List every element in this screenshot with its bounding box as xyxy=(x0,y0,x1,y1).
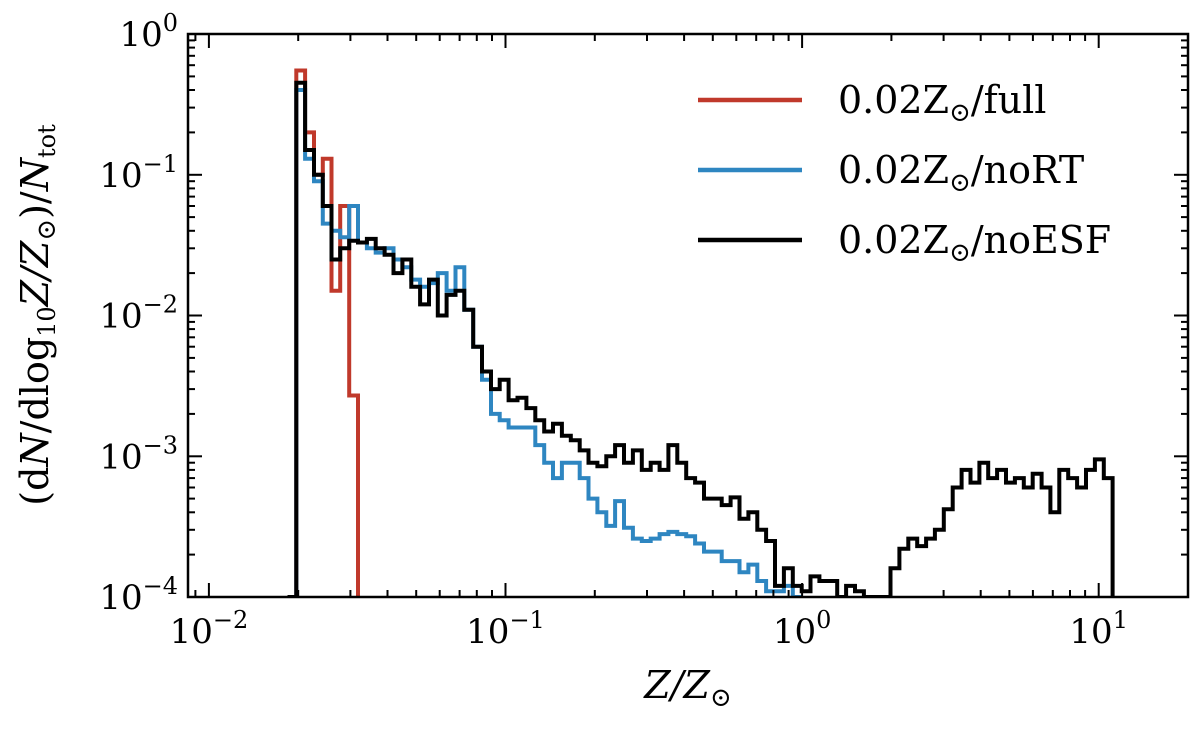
tick-label-layer: 10−2 10−1 100 101 10−4 10−3 10−2 10−1 100 xyxy=(99,9,1128,652)
series-line-2 xyxy=(287,80,1115,597)
legend: 0.02Z⊙/full 0.02Z⊙/noRT 0.02Z⊙/noESF xyxy=(698,78,1111,268)
y-tick-label: 10−4 xyxy=(99,572,178,618)
y-tick-label: 10−1 xyxy=(99,150,178,196)
x-axis-label-main: Z/Z xyxy=(643,663,710,707)
x-axis-label-sub: ⊙ xyxy=(710,683,732,713)
x-tick-label: 10−2 xyxy=(170,606,249,652)
y-tick-label: 10−3 xyxy=(99,431,178,477)
x-axis-label: Z/Z⊙ xyxy=(643,663,731,713)
y-tick-label: 100 xyxy=(119,9,178,55)
plot-frame xyxy=(186,32,1190,599)
x-tick-label: 101 xyxy=(1069,606,1128,652)
series-layer xyxy=(287,68,1115,597)
series-line-0 xyxy=(287,68,360,597)
y-axis-label: (dN/dlog10Z/Z⊙)/Ntot xyxy=(13,124,62,506)
series-line-1 xyxy=(287,88,802,597)
legend-label-full: 0.02Z⊙/full xyxy=(838,78,1046,128)
x-tick-label: 100 xyxy=(773,606,832,652)
legend-label-nort: 0.02Z⊙/noRT xyxy=(838,148,1084,198)
y-tick-label: 10−2 xyxy=(99,291,178,337)
x-tick-label: 10−1 xyxy=(466,606,545,652)
legend-label-noesf: 0.02Z⊙/noESF xyxy=(838,218,1111,268)
